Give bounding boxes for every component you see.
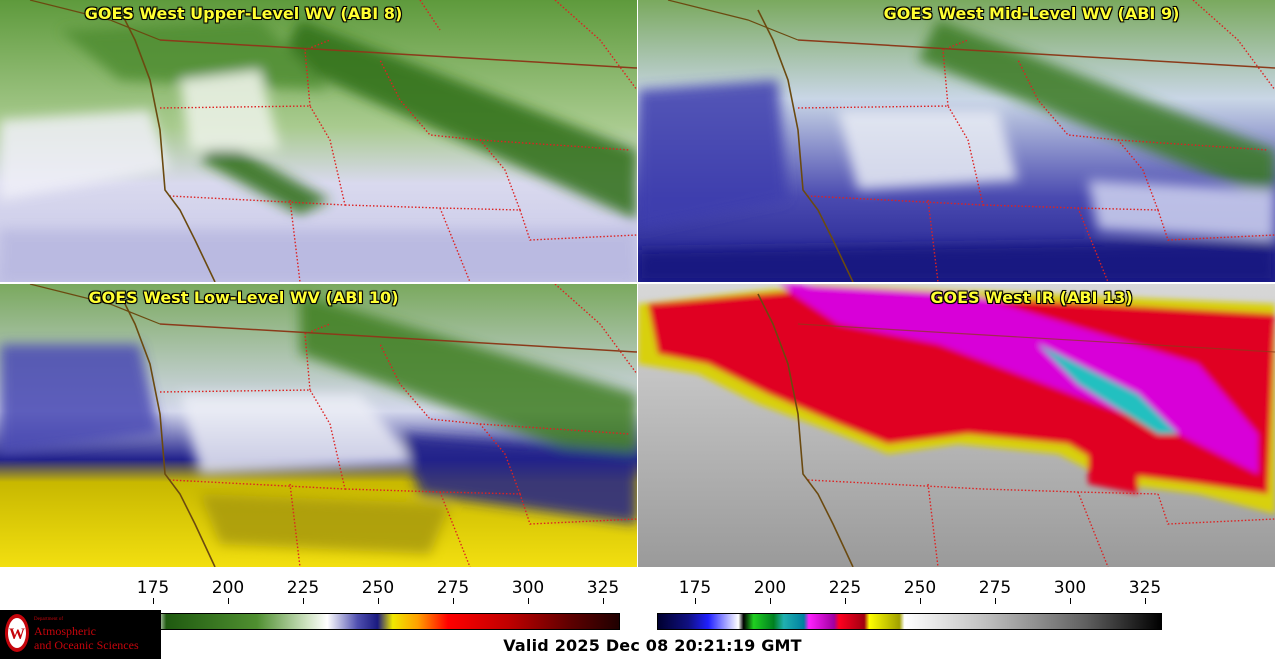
logo-line2: and Oceanic Sciences bbox=[34, 638, 139, 652]
panel-low-wv: GOES West Low-Level WV (ABI 10) bbox=[0, 284, 637, 567]
tick-label: 300 bbox=[1053, 578, 1087, 598]
wv-colorbar-strip bbox=[115, 613, 620, 630]
wv-colorbar: 175 200 225 250 275 300 325 bbox=[115, 572, 620, 632]
tick-label: 300 bbox=[511, 578, 545, 598]
ir-colorbar-ticks: 175 200 225 250 275 300 325 bbox=[657, 572, 1162, 600]
tick-label: 250 bbox=[903, 578, 937, 598]
tick-label: 325 bbox=[586, 578, 620, 598]
tick-label: 175 bbox=[678, 578, 712, 598]
logo-dept: Department of bbox=[34, 617, 64, 622]
tick-mark bbox=[303, 598, 304, 604]
tick-mark bbox=[528, 598, 529, 604]
panel-ir: GOES West IR (ABI 13) bbox=[638, 284, 1275, 567]
tick-mark bbox=[603, 598, 604, 604]
tick-label: 250 bbox=[361, 578, 395, 598]
tick-mark bbox=[995, 598, 996, 604]
panel-title: GOES West IR (ABI 13) bbox=[930, 288, 1133, 307]
svg-text:W: W bbox=[9, 626, 25, 643]
ir-colorbar-strip bbox=[657, 613, 1162, 630]
panel-mid-wv: GOES West Mid-Level WV (ABI 9) bbox=[638, 0, 1275, 282]
tick-label: 225 bbox=[828, 578, 862, 598]
tick-mark bbox=[453, 598, 454, 604]
panel-title: GOES West Low-Level WV (ABI 10) bbox=[88, 288, 399, 307]
tick-mark bbox=[770, 598, 771, 604]
ir-colorbar: 175 200 225 250 275 300 325 bbox=[657, 572, 1162, 632]
tick-label: 275 bbox=[436, 578, 470, 598]
tick-mark bbox=[695, 598, 696, 604]
mid-wv-image bbox=[638, 0, 1275, 282]
tick-mark bbox=[1070, 598, 1071, 604]
tick-label: 325 bbox=[1128, 578, 1162, 598]
wv-colorbar-ticks: 175 200 225 250 275 300 325 bbox=[115, 572, 620, 600]
tick-mark bbox=[1145, 598, 1146, 604]
tick-label: 200 bbox=[753, 578, 787, 598]
tick-label: 275 bbox=[978, 578, 1012, 598]
aos-logo: W Department of Atmospheric and Oceanic … bbox=[0, 610, 161, 659]
low-wv-image bbox=[0, 284, 637, 567]
tick-label: 225 bbox=[286, 578, 320, 598]
ir-image bbox=[638, 284, 1275, 567]
tick-mark bbox=[228, 598, 229, 604]
upper-wv-image bbox=[0, 0, 637, 282]
tick-mark bbox=[378, 598, 379, 604]
valid-time: Valid 2025 Dec 08 20:21:19 GMT bbox=[503, 636, 802, 655]
panel-title: GOES West Mid-Level WV (ABI 9) bbox=[883, 4, 1180, 23]
tick-mark bbox=[153, 598, 154, 604]
panel-upper-wv: GOES West Upper-Level WV (ABI 8) bbox=[0, 0, 637, 282]
tick-mark bbox=[920, 598, 921, 604]
panel-title: GOES West Upper-Level WV (ABI 8) bbox=[84, 4, 403, 23]
tick-label: 175 bbox=[136, 578, 170, 598]
tick-label: 200 bbox=[211, 578, 245, 598]
logo-line1: Atmospheric bbox=[34, 624, 96, 638]
uw-crest-icon: W bbox=[5, 614, 29, 652]
tick-mark bbox=[845, 598, 846, 604]
